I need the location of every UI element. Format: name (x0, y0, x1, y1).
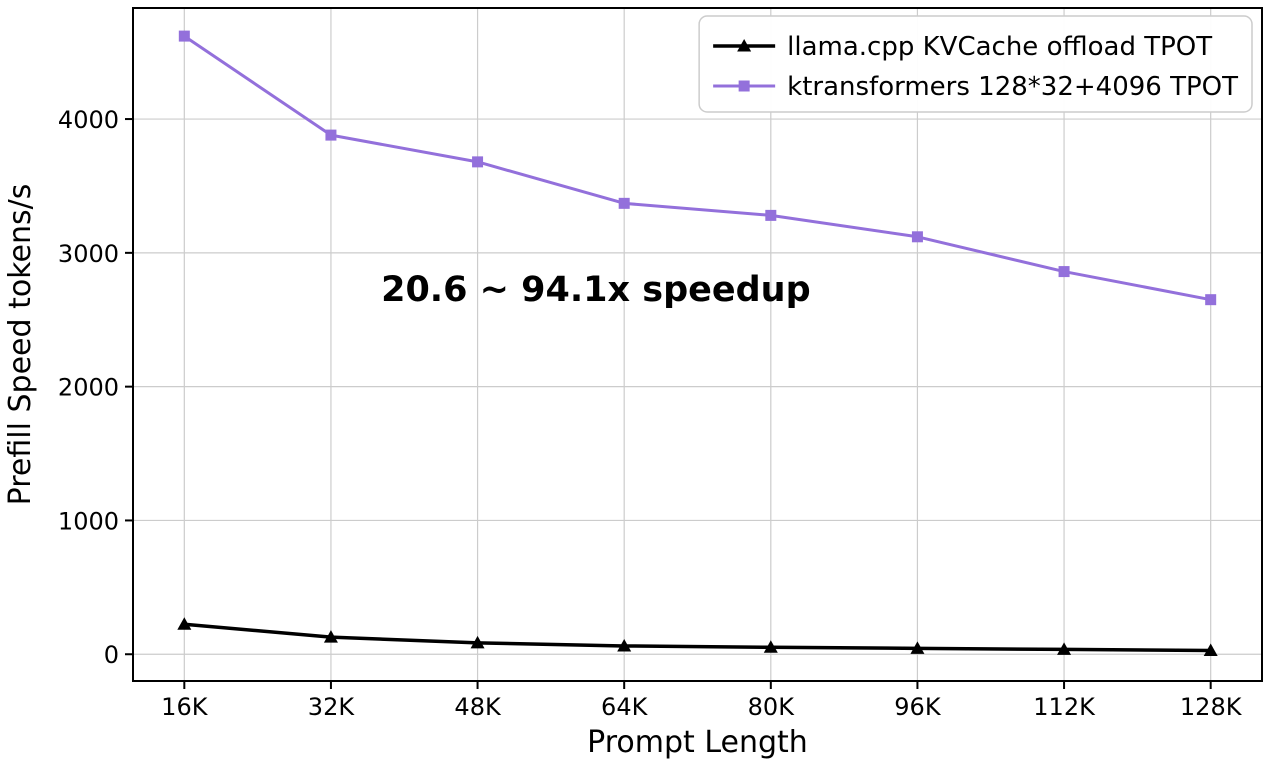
grid-lines (133, 8, 1262, 681)
x-tick-label: 80K (748, 693, 796, 721)
legend-label: ktransformers 128*32+4096 TPOT (787, 72, 1238, 102)
y-tick-label: 3000 (58, 240, 119, 268)
x-tick-label: 64K (601, 693, 649, 721)
x-tick-label: 128K (1180, 693, 1243, 721)
speedup-annotation: 20.6 ~ 94.1x speedup (381, 270, 811, 310)
y-tick-label: 4000 (58, 106, 119, 134)
tick-labels: 16K 32K 48K 64K 80K 96K 112K 128K 0 1000 2000 3000 4… (58, 106, 1243, 721)
series-0 (177, 617, 1218, 656)
y-axis-label: Prefill Speed tokens/s (3, 184, 38, 506)
legend-box (698, 15, 1253, 113)
plot-border (132, 7, 1263, 682)
y-tick-label: 1000 (58, 507, 119, 535)
y-tick-label: 2000 (58, 374, 119, 402)
x-tick-label: 96K (894, 693, 942, 721)
axis-ticks (125, 118, 1212, 689)
x-tick-label: 16K (161, 693, 209, 721)
legend-label: llama.cpp KVCache offload TPOT (787, 32, 1212, 62)
x-tick-label: 32K (308, 693, 356, 721)
series-1 (178, 30, 1217, 306)
legend: llama.cpp KVCache offload TPOT ktransform… (698, 15, 1253, 113)
y-tick-label: 0 (104, 641, 119, 669)
x-tick-label: 48K (454, 693, 502, 721)
x-tick-label: 112K (1033, 693, 1096, 721)
x-axis-label: Prompt Length (587, 725, 808, 760)
